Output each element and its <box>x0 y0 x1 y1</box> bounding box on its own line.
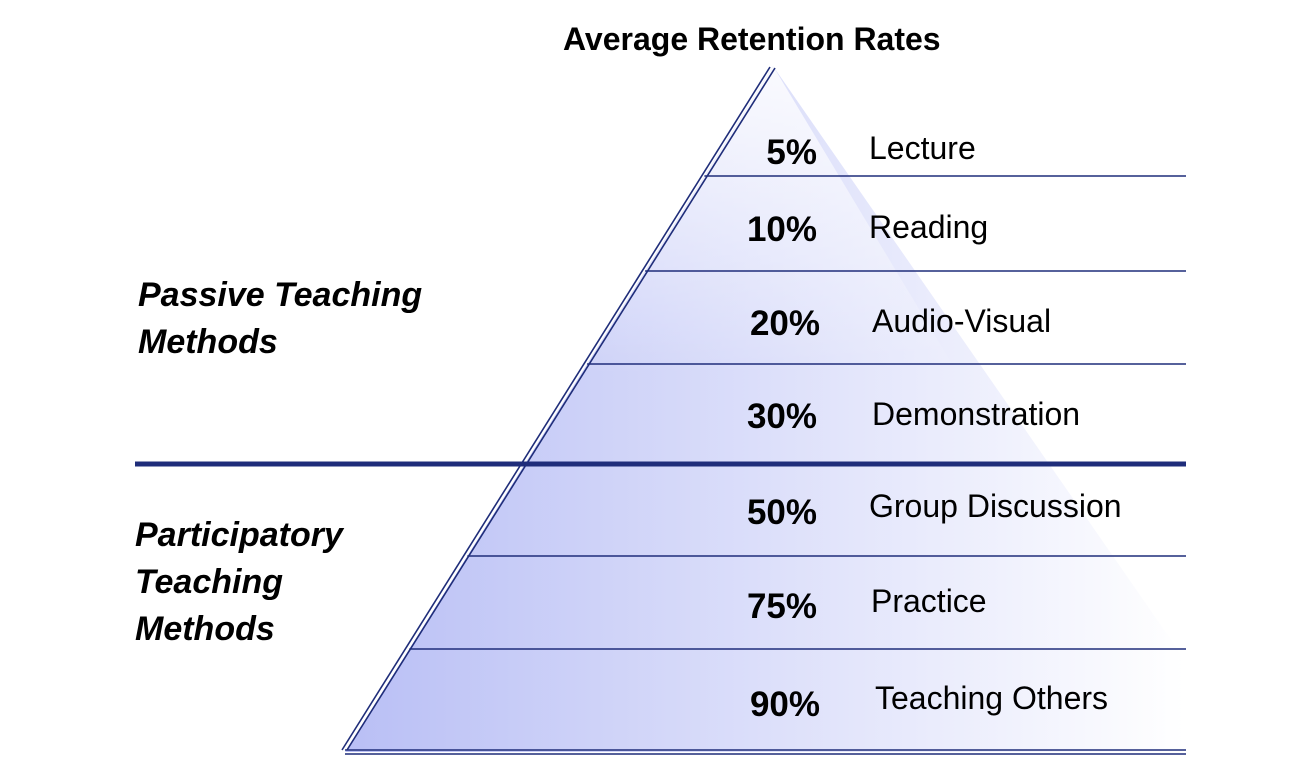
passive-label-line: Passive Teaching <box>138 276 423 314</box>
participatory-label-line: Teaching <box>135 562 283 601</box>
passive-methods-label: Passive Teaching Methods <box>138 272 422 366</box>
diagram-title: Average Retention Rates <box>563 21 941 57</box>
passive-label-line: Methods <box>138 322 278 361</box>
retention-percent: 50% <box>746 493 817 532</box>
pyramid-left-edge <box>341 66 771 751</box>
method-label: Reading <box>869 209 989 245</box>
participatory-label-line: Methods <box>135 609 275 648</box>
participatory-methods-label: Participatory Teaching Methods <box>135 512 343 653</box>
retention-percent: 20% <box>749 304 820 343</box>
retention-percent: 30% <box>746 397 817 436</box>
retention-percent: 5% <box>766 133 817 172</box>
method-label: Group Discussion <box>869 488 1122 524</box>
method-label: Lecture <box>869 130 976 166</box>
participatory-label-line: Participatory <box>135 516 343 554</box>
retention-percent: 90% <box>749 685 820 724</box>
method-label: Practice <box>871 583 987 619</box>
method-label: Audio-Visual <box>872 303 1052 339</box>
pyramid-left-edge-inner <box>346 67 776 751</box>
retention-percent: 10% <box>746 210 817 249</box>
pyramid-top-fade <box>345 66 1185 752</box>
method-label: Teaching Others <box>875 680 1109 716</box>
retention-percent: 75% <box>746 587 817 626</box>
method-label: Demonstration <box>872 396 1081 432</box>
